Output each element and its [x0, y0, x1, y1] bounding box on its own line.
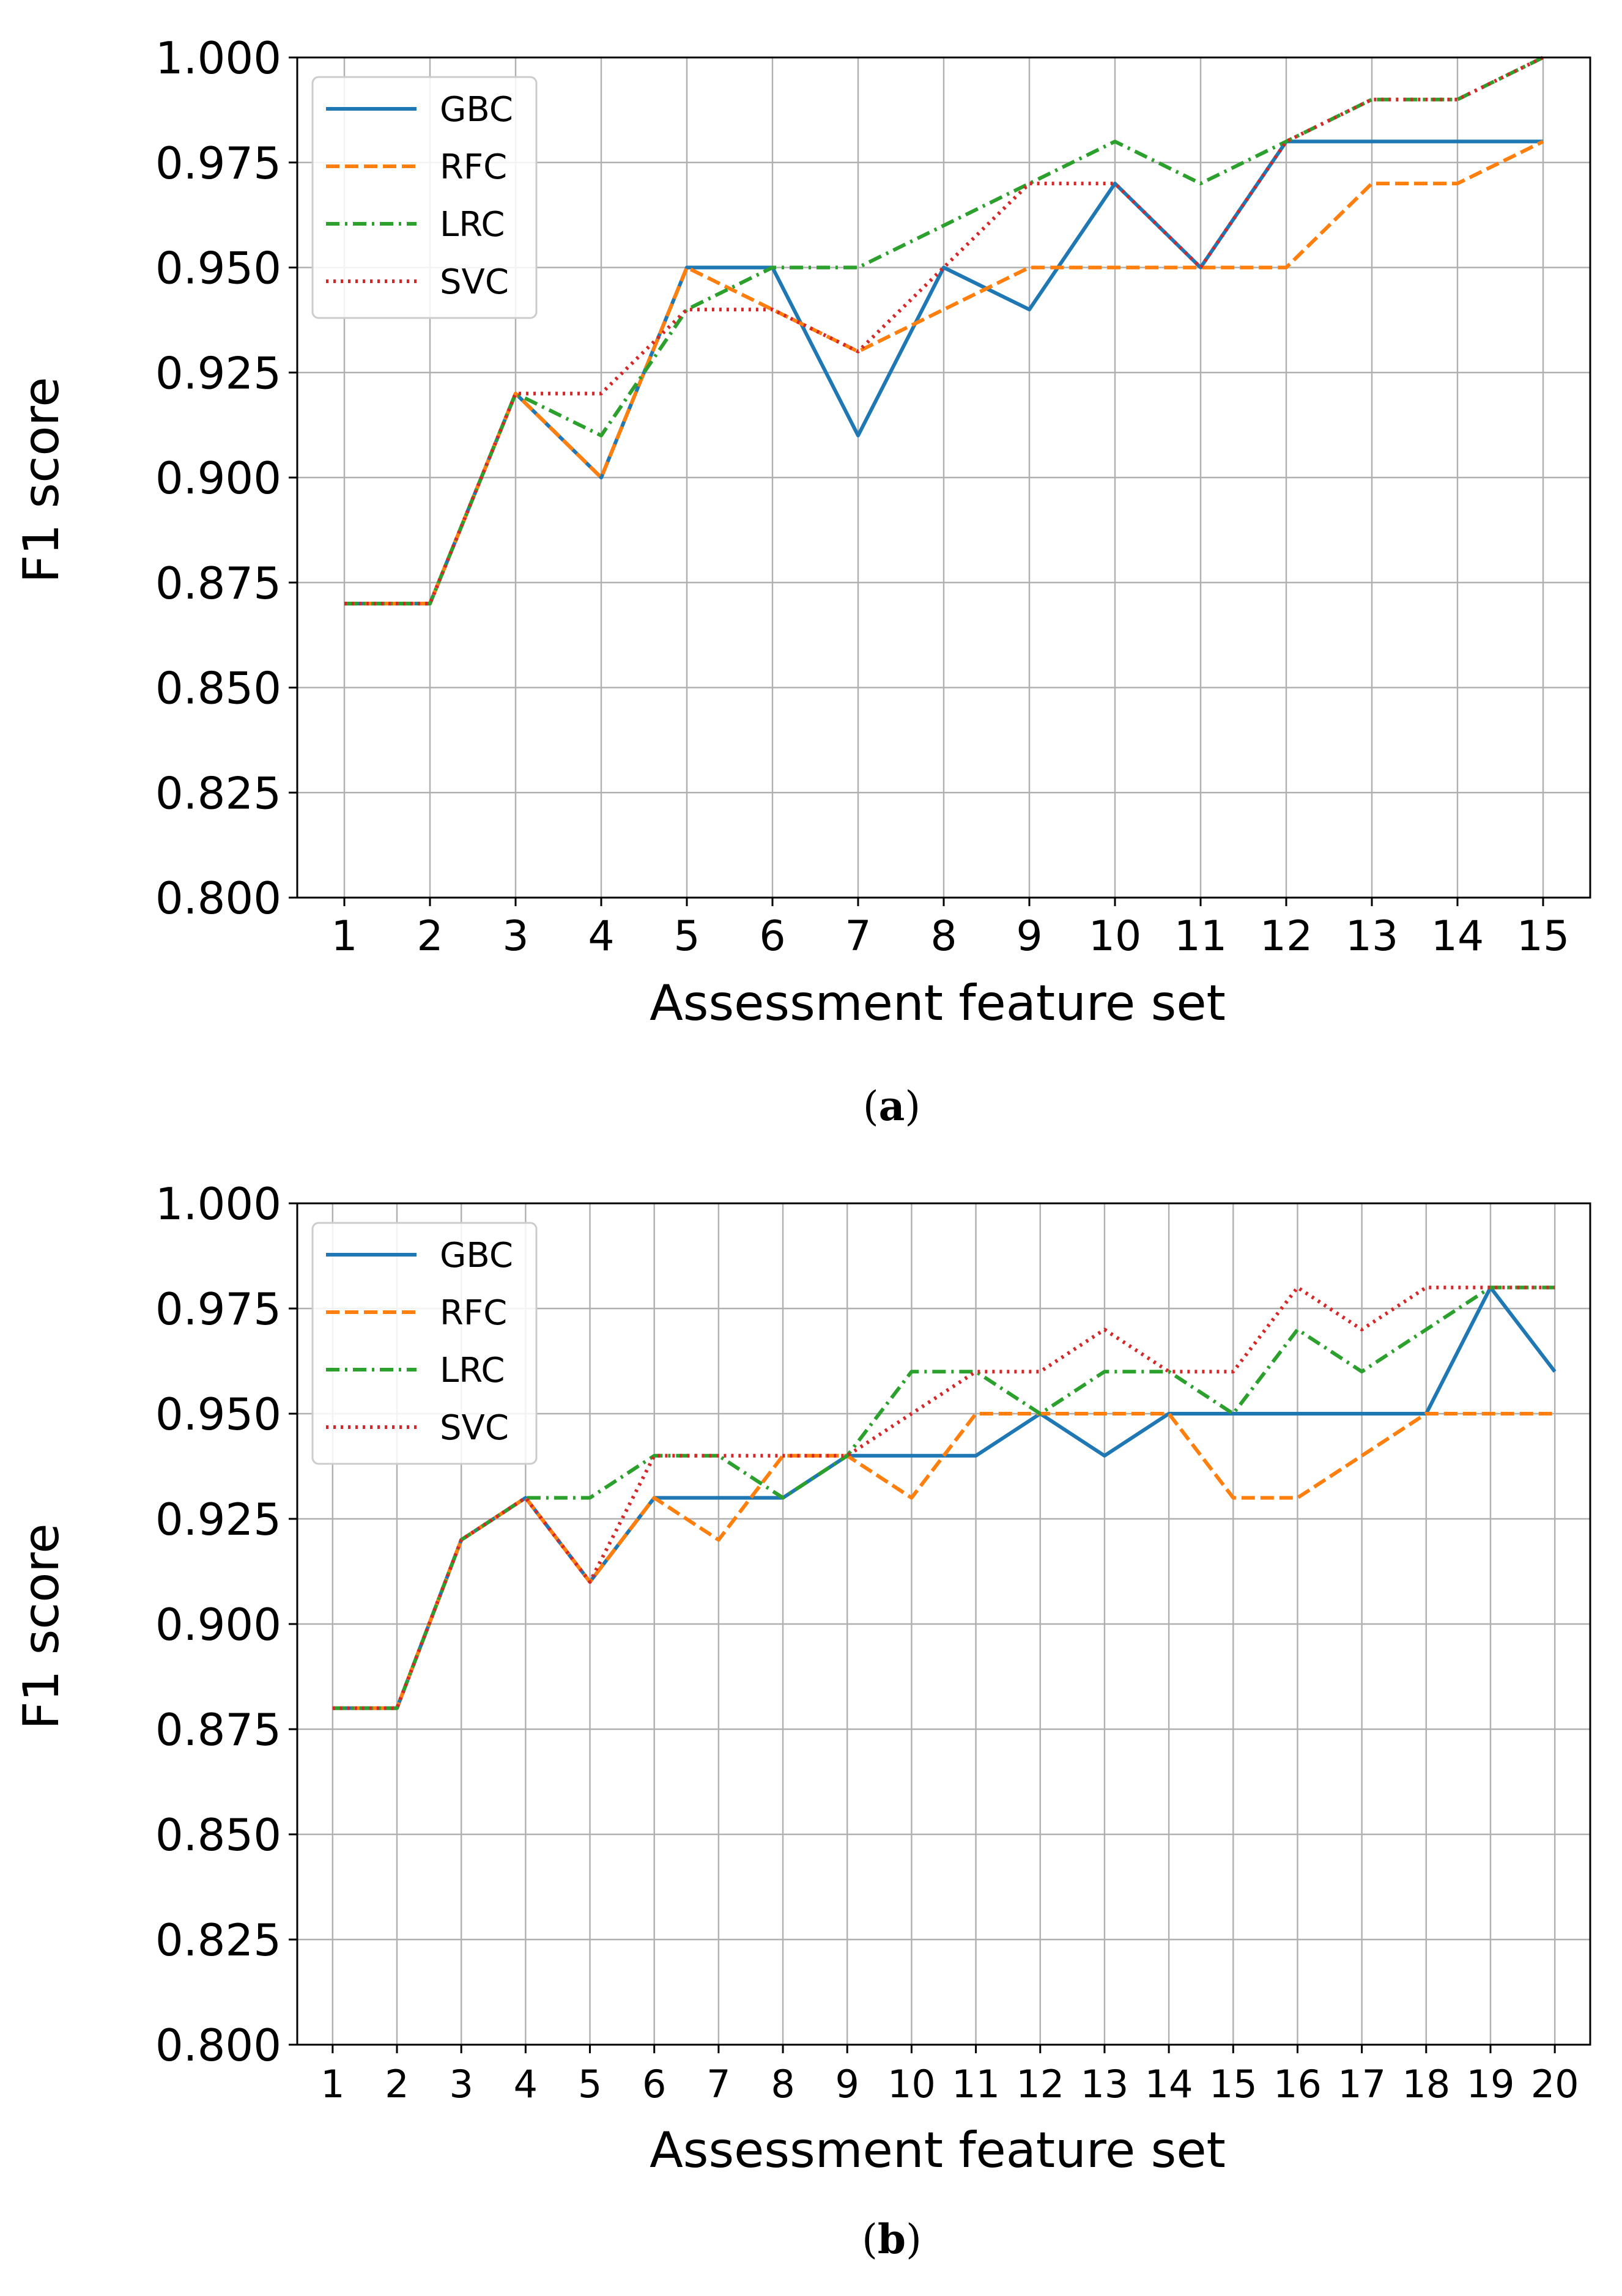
y-tick-label: 0.975 [155, 1283, 281, 1335]
x-tick-label: 7 [706, 2062, 730, 2106]
x-tick-label: 3 [502, 912, 528, 961]
x-tick-label: 10 [887, 2062, 936, 2106]
x-tick-label: 17 [1338, 2062, 1386, 2106]
legend-label-gbc: GBC [440, 90, 513, 130]
series-line-svc [332, 1285, 1555, 1710]
legend-label-lrc: LRC [440, 205, 505, 245]
y-tick-label: 0.925 [155, 347, 281, 399]
y-tick-label: 0.925 [155, 1494, 281, 1545]
x-tick-label: 12 [1016, 2062, 1064, 2106]
x-tick-label: 5 [673, 912, 700, 961]
series-line-lrc [332, 1285, 1555, 1710]
x-tick-label: 1 [320, 2062, 344, 2106]
x-tick-label: 5 [578, 2062, 602, 2106]
y-tick-label: 0.900 [155, 452, 281, 504]
y-tick-label: 1.000 [155, 1178, 281, 1230]
x-tick-label: 19 [1467, 2062, 1515, 2106]
grid [297, 56, 1590, 899]
x-tick-label: 14 [1431, 912, 1484, 961]
x-tick-label: 6 [759, 912, 785, 961]
legend-box [311, 1222, 538, 1465]
x-tick-label: 18 [1402, 2062, 1450, 2106]
x-tick-label: 9 [835, 2062, 859, 2106]
legend-label-gbc: GBC [440, 1236, 513, 1275]
y-tick-label: 1.000 [155, 32, 281, 84]
x-tick-label: 12 [1260, 912, 1313, 961]
y-tick-label: 0.875 [155, 1704, 281, 1755]
legend-label-rfc: RFC [440, 147, 507, 187]
chart-panel-a: 0.800 0.825 0.850 0.875 0.900 0.925 0.950 0.975… [13, 32, 1591, 1130]
legend-label-svc: SVC [440, 1408, 509, 1448]
y-tick-label: 0.825 [155, 767, 281, 819]
x-tick-label: 13 [1080, 2062, 1128, 2106]
series-group [332, 1285, 1557, 1710]
chart-panel-b: 0.800 0.825 0.850 0.875 0.900 0.925 0.950 0.975… [13, 1178, 1591, 2263]
x-tick-label: 20 [1531, 2062, 1579, 2106]
x-tick-label: 4 [588, 912, 614, 961]
legend: GBC RFC LRC SVC [311, 1222, 538, 1465]
x-tick-label: 15 [1209, 2062, 1257, 2106]
x-tick-label: 3 [449, 2062, 473, 2106]
legend-box [311, 76, 538, 319]
x-tick-label: 7 [845, 912, 871, 961]
series-line-rfc [344, 139, 1544, 606]
y-tick-label: 0.875 [155, 558, 281, 609]
legend-label-rfc: RFC [440, 1293, 507, 1333]
y-tick-label: 0.900 [155, 1599, 281, 1650]
y-tick-label: 0.950 [155, 1389, 281, 1440]
x-axis-label: Assessment feature set [650, 2122, 1226, 2179]
panel-caption: (a) [863, 1082, 920, 1130]
series-group [344, 56, 1544, 606]
x-tick-label: 6 [642, 2062, 666, 2106]
y-tick-label: 0.850 [155, 1809, 281, 1861]
x-tick-label: 15 [1517, 912, 1570, 961]
legend-label-svc: SVC [440, 262, 509, 302]
y-tick-label: 0.975 [155, 138, 281, 189]
y-tick-label: 0.850 [155, 663, 281, 714]
x-tick-label: 1 [331, 912, 357, 961]
x-tick-label: 11 [1174, 912, 1228, 961]
legend: GBC RFC LRC SVC [311, 76, 538, 319]
x-tick-label: 4 [514, 2062, 538, 2106]
x-tick-label: 11 [952, 2062, 1000, 2106]
x-tick-label: 16 [1273, 2062, 1322, 2106]
panel-caption: (b) [862, 2215, 922, 2263]
x-tick-label: 8 [930, 912, 957, 961]
x-tick-label: 13 [1346, 912, 1399, 961]
legend-label-lrc: LRC [440, 1351, 505, 1390]
x-tick-label: 2 [417, 912, 443, 961]
y-axis-label: F1 score [13, 1523, 70, 1729]
x-axis-label: Assessment feature set [650, 975, 1226, 1032]
y-axis-label: F1 score [13, 377, 70, 583]
series-line-rfc [332, 1412, 1555, 1710]
series-line-lrc [344, 56, 1544, 606]
x-tick-label: 14 [1145, 2062, 1193, 2106]
y-tick-label: 0.800 [155, 873, 281, 924]
x-tick-label: 10 [1089, 912, 1142, 961]
x-tick-label: 2 [385, 2062, 409, 2106]
x-tick-label: 9 [1016, 912, 1042, 961]
x-tick-label: 8 [771, 2062, 794, 2106]
y-tick-label: 0.800 [155, 2020, 281, 2071]
y-tick-label: 0.825 [155, 1914, 281, 1966]
y-tick-label: 0.950 [155, 243, 281, 294]
